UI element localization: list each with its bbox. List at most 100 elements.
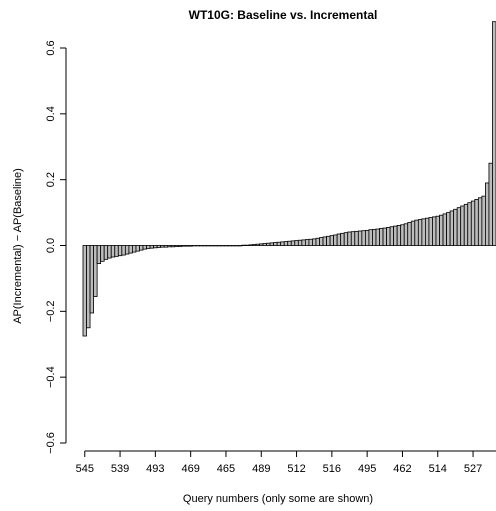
bar: [424, 217, 430, 246]
bar: [343, 232, 349, 246]
y-tick-label: −0.2: [45, 300, 57, 322]
bar: [114, 245, 119, 257]
bar: [485, 182, 490, 246]
bar: [329, 235, 335, 246]
bar: [132, 245, 137, 253]
bar: [361, 230, 366, 246]
bar: [414, 219, 419, 246]
y-tick-label: 0.6: [45, 40, 57, 55]
bar: [146, 245, 151, 249]
y-tick-label: −0.6: [45, 432, 57, 454]
x-tick-label: 514: [429, 463, 447, 475]
x-tick-label: 489: [252, 463, 270, 475]
bar: [276, 241, 282, 246]
bar: [93, 245, 98, 297]
bar: [354, 230, 359, 246]
x-axis-label: Query numbers (only some are shown): [183, 493, 373, 505]
bar: [315, 237, 320, 246]
bar: [124, 245, 130, 255]
bar: [181, 245, 186, 247]
bar: [287, 240, 292, 246]
bar: [488, 162, 493, 246]
bar: [319, 237, 324, 246]
bar: [477, 197, 483, 246]
bar: [110, 245, 116, 258]
bar: [347, 231, 352, 246]
bar: [326, 235, 331, 246]
bar: [266, 242, 271, 246]
x-tick-label: 465: [217, 463, 235, 475]
bar: [333, 234, 338, 246]
bar: [86, 245, 91, 329]
bar: [167, 245, 172, 248]
bar: [453, 208, 458, 246]
bar: [470, 200, 476, 246]
bar: [460, 205, 465, 246]
bar: [89, 245, 94, 314]
bar: [160, 245, 165, 248]
x-tick-label: 512: [287, 463, 305, 475]
y-axis-label: AP(Incremental) − AP(Baseline): [12, 168, 24, 324]
x-tick-label: 469: [181, 463, 199, 475]
bar: [389, 226, 395, 246]
bar: [421, 218, 426, 246]
y-tick-label: 0.4: [45, 106, 57, 121]
bar: [100, 245, 105, 262]
bar: [283, 241, 289, 246]
bar: [301, 239, 306, 246]
bar: [290, 240, 296, 246]
bar: [259, 243, 264, 246]
bar: [312, 238, 317, 246]
bar: [372, 228, 377, 246]
x-axis: 545539493469465489512516495462514527529: [76, 450, 496, 475]
y-axis: −0.6 −0.4 −0.2 0.0 0.2 0.4 0.6: [45, 40, 67, 454]
bar: [255, 243, 260, 246]
x-tick-label: 516: [323, 463, 341, 475]
bar: [135, 245, 140, 252]
bar: [474, 199, 479, 246]
bar: [403, 223, 409, 246]
bar: [417, 219, 423, 246]
bar: [340, 232, 345, 246]
bar: [170, 245, 176, 248]
bar: [336, 233, 342, 246]
bar: [364, 229, 370, 246]
y-tick-label: −0.4: [45, 366, 57, 388]
bar: [96, 245, 102, 265]
bar: [386, 226, 391, 246]
bar: [188, 245, 193, 247]
bar: [252, 244, 257, 246]
bar: [294, 240, 299, 246]
x-tick-label: 495: [358, 463, 376, 475]
bar: [379, 227, 384, 246]
bar: [428, 217, 433, 246]
x-tick-label: 462: [393, 463, 411, 475]
bar: [248, 244, 253, 246]
bar: [396, 225, 402, 246]
bar: [262, 243, 267, 246]
bar: [357, 230, 363, 246]
bar: [449, 210, 455, 246]
bar: [456, 207, 462, 246]
bar: [308, 238, 313, 246]
bar: [368, 229, 373, 246]
bar: [407, 222, 412, 246]
bar: [463, 203, 469, 246]
bar: [446, 212, 451, 246]
bar: [139, 245, 144, 251]
bar: [350, 231, 356, 246]
bar: [103, 245, 109, 260]
bar: [269, 242, 275, 246]
bar: [107, 245, 112, 259]
bar: [297, 239, 303, 246]
x-tick-label: 527: [464, 463, 482, 475]
bar: [304, 239, 310, 246]
y-tick-label: 0.2: [45, 172, 57, 187]
bar: [481, 195, 486, 246]
bar: [82, 245, 87, 337]
bar: [184, 245, 190, 247]
bar: [467, 202, 472, 246]
x-tick-label: 545: [76, 463, 94, 475]
x-tick-label: 539: [111, 463, 129, 475]
